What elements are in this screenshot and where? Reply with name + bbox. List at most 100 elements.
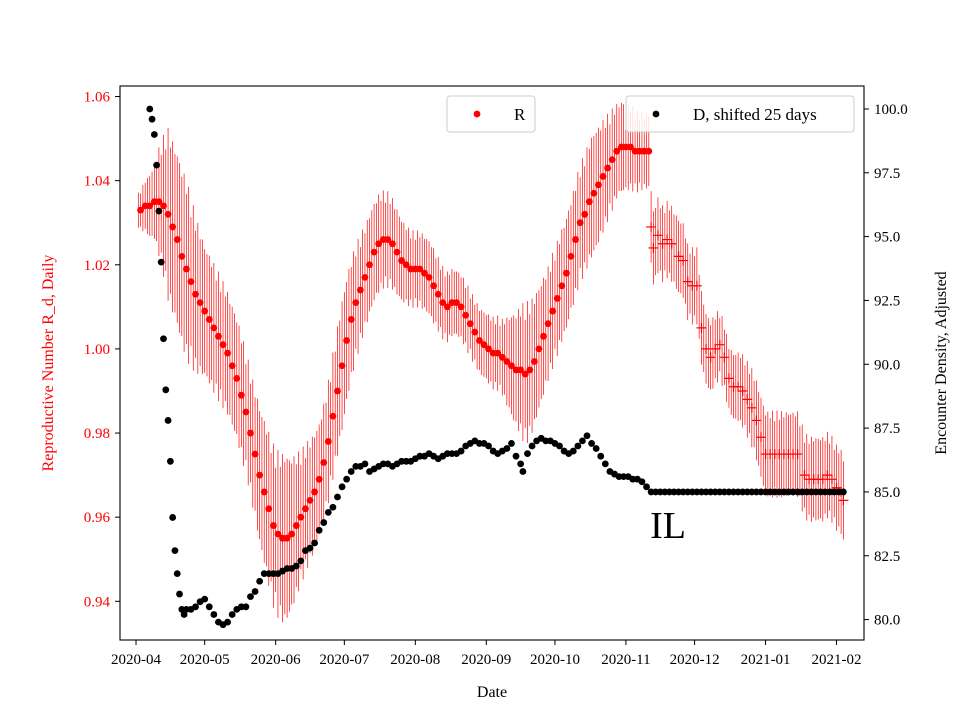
r-point bbox=[260, 488, 268, 496]
right-tick-label: 80.0 bbox=[874, 613, 900, 629]
r-point bbox=[535, 345, 543, 353]
r-point bbox=[210, 324, 218, 332]
r-point bbox=[466, 320, 474, 328]
legend-r-label: R bbox=[514, 105, 526, 124]
r-point bbox=[292, 522, 300, 529]
d-point bbox=[343, 475, 351, 483]
r-point bbox=[219, 341, 227, 349]
r-point bbox=[439, 299, 447, 307]
d-point bbox=[361, 460, 369, 468]
r-plus-point bbox=[682, 276, 693, 287]
r-point bbox=[517, 366, 525, 374]
r-plus-point bbox=[733, 381, 744, 392]
d-point bbox=[224, 618, 231, 626]
r-point bbox=[540, 332, 547, 340]
r-point bbox=[297, 513, 305, 521]
r-plus-point bbox=[662, 234, 673, 245]
d-point bbox=[315, 526, 323, 534]
r-point bbox=[269, 522, 277, 529]
r-point bbox=[164, 210, 172, 218]
r-point bbox=[343, 337, 351, 344]
right-tick-label: 90.0 bbox=[874, 357, 900, 373]
r-point bbox=[196, 299, 204, 307]
r-plus-point bbox=[648, 242, 659, 253]
r-plus-point bbox=[746, 402, 757, 413]
right-tick-label: 92.5 bbox=[874, 293, 900, 309]
r-point bbox=[476, 337, 483, 344]
d-point bbox=[324, 508, 332, 516]
r-point bbox=[192, 290, 199, 298]
r-plus-point bbox=[799, 470, 810, 481]
r-point bbox=[590, 189, 598, 197]
x-tick-label: 2021-02 bbox=[812, 652, 862, 668]
left-tick-label: 1.04 bbox=[84, 174, 111, 190]
r-point bbox=[182, 265, 190, 273]
r-point bbox=[242, 408, 250, 416]
r-plus-point bbox=[755, 432, 766, 443]
r-point bbox=[187, 278, 195, 286]
state-annotation: IL bbox=[650, 505, 686, 547]
r-point bbox=[251, 450, 259, 458]
r-point bbox=[311, 488, 318, 496]
r-point bbox=[338, 362, 346, 370]
d-point bbox=[528, 442, 536, 450]
d-point bbox=[148, 115, 156, 123]
r-point bbox=[549, 307, 557, 315]
legend-r-box bbox=[446, 95, 536, 133]
r-point bbox=[178, 252, 186, 260]
d-point bbox=[171, 547, 179, 555]
r-point bbox=[137, 206, 145, 214]
d-point bbox=[583, 432, 591, 440]
r-point bbox=[228, 362, 236, 370]
r-point bbox=[567, 252, 575, 260]
d-point bbox=[192, 603, 199, 611]
r-point bbox=[425, 273, 433, 281]
r-plus-point bbox=[792, 449, 803, 460]
r-point bbox=[324, 438, 332, 445]
d-point bbox=[201, 595, 209, 603]
r-point bbox=[608, 156, 616, 164]
r-plus-point bbox=[822, 470, 833, 481]
x-tick-label: 2020-04 bbox=[111, 652, 161, 668]
r-point bbox=[558, 282, 566, 290]
d-point bbox=[311, 539, 318, 547]
r-point bbox=[498, 353, 506, 361]
d-point bbox=[153, 161, 161, 169]
d-point bbox=[251, 588, 259, 595]
legend-d: D, shifted 25 days bbox=[625, 95, 855, 133]
x-tick-label: 2020-08 bbox=[390, 652, 440, 668]
d-point bbox=[329, 503, 337, 511]
d-point bbox=[256, 577, 264, 585]
x-tick-label: 2020-05 bbox=[180, 652, 230, 668]
r-point bbox=[457, 303, 465, 311]
r-point bbox=[224, 349, 231, 357]
right-tick-label: 85.0 bbox=[874, 485, 900, 501]
r-plus-point bbox=[751, 415, 762, 426]
r-point bbox=[160, 202, 167, 210]
r-point bbox=[585, 198, 593, 206]
r-plus-point bbox=[691, 280, 702, 291]
r-plus-point bbox=[737, 385, 748, 396]
d-point bbox=[601, 460, 609, 468]
r-point bbox=[302, 505, 309, 513]
r-point bbox=[173, 236, 181, 243]
d-point bbox=[155, 207, 163, 215]
x-axis-ticks: 2020-04 2020-05 2020-06 2020-07 2020-08 2020-… bbox=[111, 640, 862, 668]
r-plus-markers bbox=[646, 221, 849, 506]
x-tick-label: 2020-11 bbox=[601, 652, 650, 668]
d-point bbox=[508, 440, 515, 447]
d-point bbox=[556, 442, 563, 450]
r-point bbox=[530, 358, 538, 365]
right-tick-label: 100.0 bbox=[874, 102, 908, 118]
r-point bbox=[480, 341, 488, 349]
right-tick-label: 97.5 bbox=[874, 166, 900, 182]
r-point bbox=[265, 505, 273, 513]
r-dot-markers bbox=[137, 143, 653, 542]
r-point bbox=[215, 332, 222, 340]
r-point bbox=[398, 257, 405, 264]
r-point bbox=[247, 429, 254, 437]
r-plus-point bbox=[714, 339, 725, 350]
r-plus-point bbox=[826, 474, 837, 485]
r-point bbox=[205, 316, 213, 323]
d-point bbox=[320, 519, 328, 526]
